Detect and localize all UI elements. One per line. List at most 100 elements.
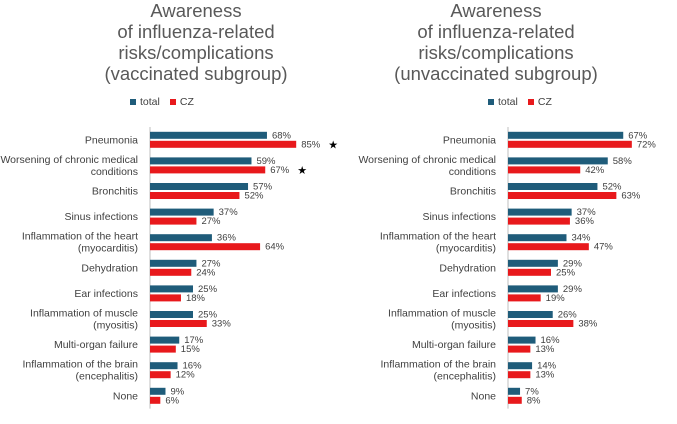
data-label: 25% <box>556 267 576 278</box>
bar-total <box>150 131 267 139</box>
bar-cz <box>150 166 266 174</box>
bar-cz <box>508 140 632 148</box>
data-label: 18% <box>186 293 206 304</box>
data-label: 72% <box>637 139 657 150</box>
data-label: 17% <box>184 335 204 346</box>
data-label: 25% <box>198 284 218 295</box>
bar-total <box>150 311 193 318</box>
category-label: Ear infections <box>74 288 138 300</box>
data-label: 36% <box>575 216 595 227</box>
data-label: 24% <box>196 267 216 278</box>
data-label: 6% <box>165 395 179 406</box>
category-label: None <box>471 390 496 402</box>
bar-total <box>150 208 214 216</box>
legend-item-total: total <box>130 96 160 108</box>
data-label: 13% <box>535 370 555 381</box>
data-label: 26% <box>558 310 578 321</box>
bar-total <box>508 362 533 370</box>
bar-cz <box>508 217 570 225</box>
bar-total <box>150 234 212 242</box>
bar-cz <box>508 320 574 327</box>
category-label: Inflammation of muscle (myositis) <box>388 308 496 332</box>
legend-label-total: total <box>498 96 518 108</box>
significance-marker: ★ <box>297 165 307 177</box>
category-label: Dehydration <box>439 262 496 274</box>
bar-total <box>150 183 249 190</box>
bar-total <box>150 387 166 395</box>
bar-chart-plot: Pneumonia 68% 85% ★ Worsening of chronic med… <box>0 127 338 409</box>
bar-cz <box>150 345 176 353</box>
bar-cz <box>508 192 617 199</box>
legend-label-cz: CZ <box>179 96 194 108</box>
data-label: 33% <box>212 319 232 330</box>
bar-cz <box>150 396 161 404</box>
legend-swatch-total <box>130 99 136 105</box>
data-label: 13% <box>535 344 555 355</box>
category-label: None <box>113 390 138 402</box>
data-label: 42% <box>585 165 605 176</box>
data-label: 34% <box>571 233 591 244</box>
data-label: 63% <box>621 191 641 202</box>
data-label: 15% <box>181 344 201 355</box>
category-label: Inflammation of the brain (encephalitis) <box>22 359 138 383</box>
bar-cz <box>508 371 531 379</box>
data-label: 29% <box>563 258 583 269</box>
category-label: Worsening of chronic medical conditions <box>358 154 496 178</box>
bar-cz <box>150 294 181 302</box>
bar-cz <box>508 268 551 276</box>
data-label: 29% <box>563 284 583 295</box>
data-label: 37% <box>577 207 597 218</box>
category-label: Bronchitis <box>92 186 138 198</box>
bar-total <box>508 131 624 139</box>
legend-swatch-cz <box>527 99 534 105</box>
bar-total <box>508 311 553 318</box>
legend-item-total: total <box>488 96 518 108</box>
legend-swatch-cz <box>169 99 176 105</box>
data-label: 52% <box>244 191 264 202</box>
category-label: Multi-organ failure <box>412 339 496 351</box>
data-label: 27% <box>201 216 221 227</box>
bar-total <box>150 362 178 370</box>
legend: total CZ <box>130 96 194 108</box>
category-label: Sinus infections <box>64 211 138 223</box>
bar-cz <box>508 243 589 251</box>
bar-total <box>150 157 252 165</box>
data-label: 47% <box>594 242 614 253</box>
bar-chart-plot: Pneumonia 67%72% Worsening of chronic medi… <box>358 127 657 409</box>
legend-item-cz: CZ <box>527 96 552 108</box>
bar-cz <box>150 192 240 199</box>
data-label: 85% <box>301 139 321 150</box>
chart-vaccinated: Awareness of influenza-related risks/com… <box>0 0 338 424</box>
legend-label-total: total <box>140 96 160 108</box>
data-label: 52% <box>602 182 622 193</box>
category-label: Dehydration <box>81 262 138 274</box>
bar-total <box>150 285 193 293</box>
bar-cz <box>150 243 261 251</box>
bar-cz <box>150 268 192 276</box>
bar-total <box>508 387 521 395</box>
bar-cz <box>508 294 541 302</box>
bar-total <box>508 259 558 267</box>
bar-total <box>508 183 598 190</box>
data-label: 27% <box>201 258 221 269</box>
category-label: Multi-organ failure <box>54 339 138 351</box>
category-label: Inflammation of muscle (myositis) <box>30 308 138 332</box>
bar-total <box>508 208 572 216</box>
data-label: 7% <box>525 386 539 397</box>
data-label: 16% <box>541 335 561 346</box>
bar-total <box>150 259 197 267</box>
category-label: Ear infections <box>432 288 496 300</box>
bar-cz <box>508 166 581 174</box>
category-label: Inflammation of the heart (myocarditis) <box>22 231 138 255</box>
data-label: 36% <box>217 233 237 244</box>
category-label: Inflammation of the heart (myocarditis) <box>380 231 496 255</box>
data-label: 12% <box>176 370 196 381</box>
legend: total CZ <box>488 96 552 108</box>
category-label: Inflammation of the brain (encephalitis) <box>380 359 496 383</box>
legend-item-cz: CZ <box>169 96 194 108</box>
data-label: 58% <box>613 156 633 167</box>
data-label: 57% <box>253 182 273 193</box>
category-label: Pneumonia <box>443 134 496 146</box>
data-label: 59% <box>256 156 276 167</box>
data-label: 14% <box>537 361 557 372</box>
